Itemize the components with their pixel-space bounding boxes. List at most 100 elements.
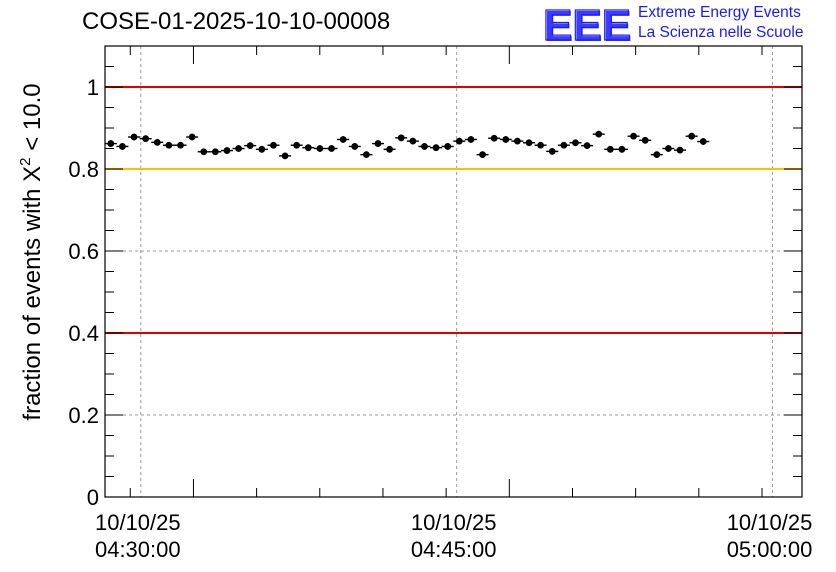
y-axis-label-suffix: < 10.0	[19, 83, 46, 157]
data-point	[639, 136, 652, 144]
logo-line-1: Extreme Energy Events	[638, 4, 801, 21]
data-point	[325, 145, 338, 152]
y-axis-label-superscript: 2	[17, 157, 34, 165]
data-point	[476, 151, 489, 159]
data-point	[464, 136, 477, 143]
data-point	[302, 144, 315, 152]
data-point-marker	[548, 147, 556, 155]
data-point-marker	[455, 137, 463, 145]
data-point-marker	[467, 136, 475, 143]
data-point-marker	[502, 136, 510, 143]
data-point	[511, 137, 524, 145]
y-tick-label: 0.8	[68, 157, 99, 182]
plot-frame	[104, 45, 803, 498]
data-point-marker	[281, 152, 289, 160]
data-point	[604, 145, 617, 153]
data-point	[220, 147, 233, 154]
data-point-marker	[386, 145, 394, 153]
data-point-marker	[130, 133, 138, 141]
data-point-marker	[142, 135, 150, 143]
data-point	[151, 138, 164, 146]
data-point	[162, 141, 175, 149]
data-point	[697, 138, 710, 145]
y-tick-label: 0.2	[68, 403, 99, 428]
data-point	[581, 142, 594, 150]
data-point	[650, 151, 663, 159]
data-point-marker	[444, 143, 452, 150]
data-point	[383, 145, 396, 153]
data-point	[441, 143, 454, 150]
y-tick-label: 0.6	[68, 239, 99, 264]
data-point-marker	[270, 141, 277, 149]
data-point-marker	[339, 136, 347, 143]
data-point-marker	[351, 143, 359, 150]
data-point	[406, 137, 419, 145]
x-tick-label-time: 04:30:00	[95, 537, 181, 562]
data-point-marker	[107, 140, 115, 147]
data-point-marker	[223, 147, 231, 154]
data-point-marker	[211, 148, 219, 156]
y-axis-label-symbol: X	[19, 166, 46, 182]
data-point-marker	[676, 146, 684, 154]
data-point-marker	[304, 144, 312, 152]
data-point	[371, 140, 384, 147]
data-point	[104, 140, 117, 147]
data-point	[557, 141, 570, 149]
axis-labels: 00.20.40.60.8110/10/2504:30:0010/10/2504…	[17, 75, 813, 562]
chart-title: COSE-01-2025-10-10-00008	[82, 8, 391, 35]
data-point	[128, 133, 141, 141]
data-point-marker	[560, 141, 568, 149]
data-points	[104, 130, 710, 160]
data-point	[592, 130, 605, 138]
x-tick-label-time: 04:45:00	[411, 537, 497, 562]
data-point	[395, 134, 408, 142]
data-point	[685, 132, 698, 140]
data-point	[430, 144, 443, 152]
data-point	[267, 141, 280, 149]
data-point	[174, 141, 187, 149]
data-point	[662, 145, 675, 152]
data-point	[627, 132, 640, 140]
data-point	[418, 143, 431, 150]
x-tick-label-date: 10/10/25	[95, 510, 181, 535]
axis-ticks	[105, 45, 802, 498]
data-point-marker	[665, 145, 672, 152]
grid-layer	[105, 46, 802, 497]
x-tick-label-time: 05:00:00	[727, 537, 813, 562]
data-point-marker	[246, 142, 254, 150]
data-point-marker	[119, 143, 126, 150]
data-point-marker	[409, 137, 417, 145]
data-point-marker	[537, 141, 545, 149]
data-point	[186, 133, 199, 141]
plot-frame-rect	[104, 45, 803, 498]
data-point	[360, 151, 373, 159]
data-point-marker	[572, 139, 579, 147]
data-point-marker	[653, 151, 661, 159]
data-point-marker	[177, 141, 184, 149]
data-point	[244, 142, 257, 150]
data-point-marker	[397, 134, 405, 142]
data-point-marker	[630, 132, 637, 140]
data-point-marker	[525, 139, 533, 147]
data-point	[488, 134, 501, 142]
data-point-marker	[595, 130, 603, 138]
data-point-marker	[606, 145, 614, 153]
x-tick-label-date: 10/10/25	[411, 510, 497, 535]
data-point	[534, 141, 547, 149]
data-point-marker	[328, 145, 335, 152]
logo-text: Extreme Energy Events La Scienza nelle S…	[638, 3, 803, 43]
data-point-marker	[641, 136, 649, 144]
logo-line-2: La Scienza nelle Scuole	[638, 24, 804, 41]
data-point-marker	[235, 145, 242, 152]
data-point-marker	[513, 137, 521, 145]
data-point-marker	[200, 148, 208, 156]
data-point	[255, 145, 268, 153]
data-point-marker	[479, 151, 486, 159]
data-point	[337, 136, 350, 143]
data-point-marker	[618, 145, 626, 153]
data-point-marker	[362, 151, 370, 159]
data-point	[546, 147, 559, 155]
data-point-marker	[258, 145, 266, 153]
logo-letters-outline: EEE	[543, 2, 631, 46]
